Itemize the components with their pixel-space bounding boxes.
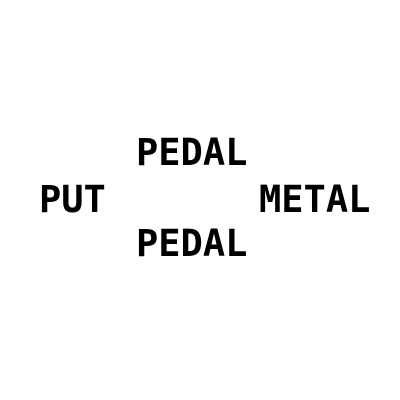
left-word: PUT: [39, 178, 106, 221]
right-word: METAL: [259, 178, 371, 221]
top-word: PEDAL: [136, 131, 248, 174]
bottom-word: PEDAL: [136, 222, 248, 265]
